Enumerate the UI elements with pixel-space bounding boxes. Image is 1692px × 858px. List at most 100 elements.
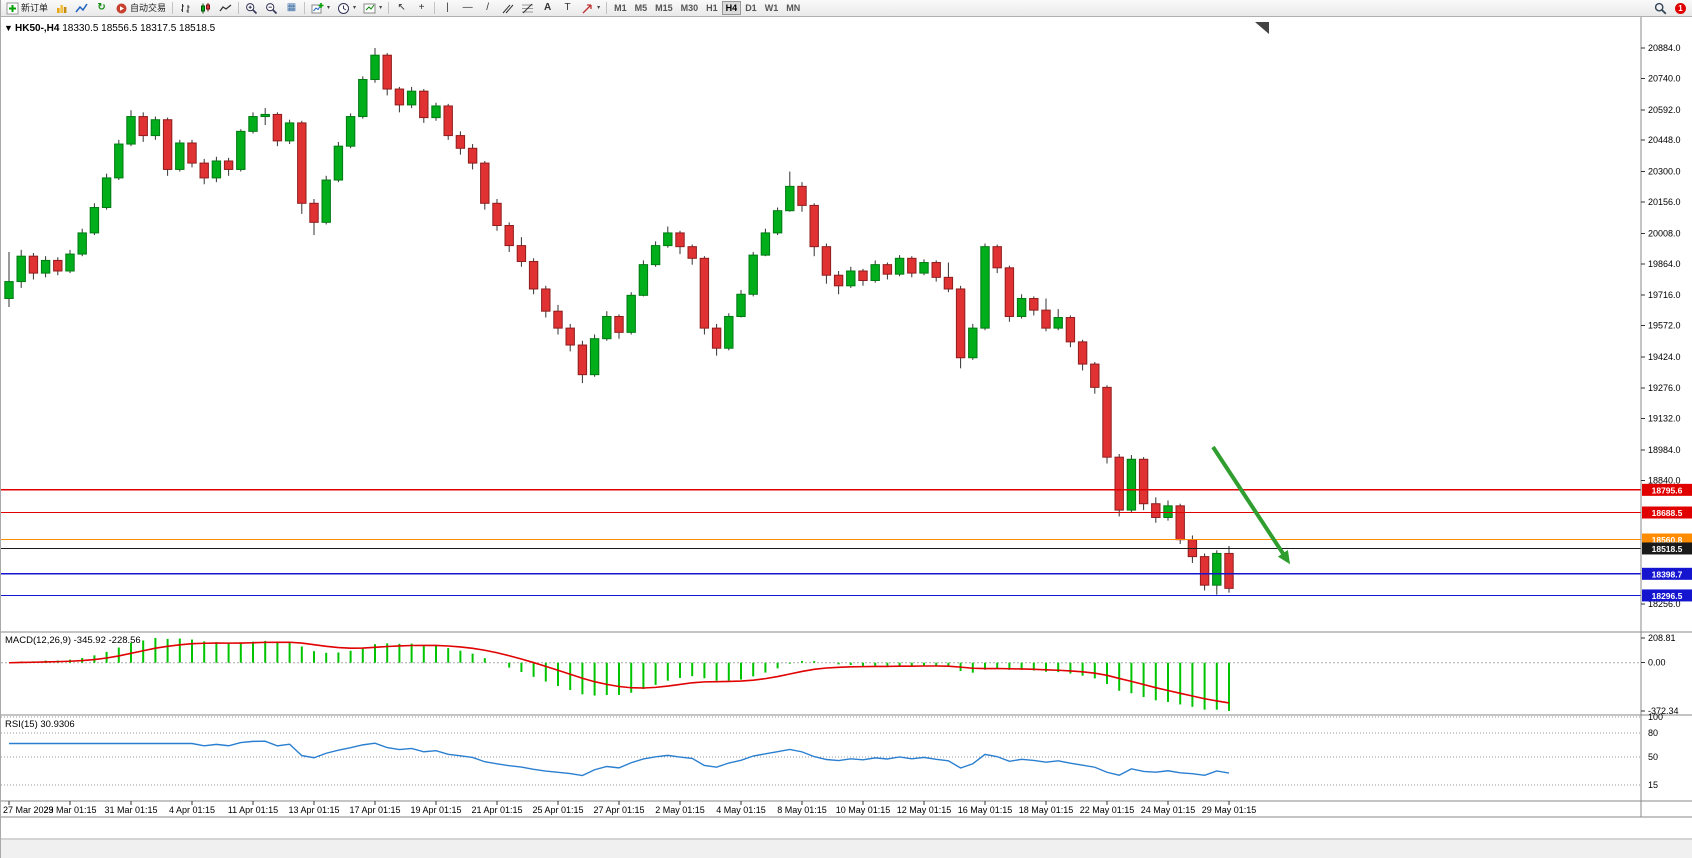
candle bbox=[1224, 552, 1234, 589]
macd-scale-label: -372.34 bbox=[1648, 706, 1679, 716]
candle bbox=[711, 327, 722, 349]
date-tick-label: 13 Apr 01:15 bbox=[288, 805, 339, 815]
timeframe-m15-button[interactable]: M15 bbox=[651, 1, 677, 15]
indicators-button[interactable]: ▾ bbox=[308, 1, 333, 15]
channel-button[interactable] bbox=[498, 1, 517, 15]
candle bbox=[114, 143, 124, 179]
horizontal-line-button[interactable]: — bbox=[458, 1, 477, 15]
price-line-label: 18795.6 bbox=[1652, 485, 1683, 495]
candle bbox=[699, 257, 710, 329]
timeframe-m5-button[interactable]: M5 bbox=[631, 1, 652, 15]
zoom-out-button[interactable] bbox=[262, 1, 281, 15]
indicators-icon bbox=[311, 2, 324, 15]
timeframe-w1-button[interactable]: W1 bbox=[761, 1, 783, 15]
price-tick-label: 19572.0 bbox=[1648, 321, 1681, 331]
candle bbox=[748, 254, 758, 295]
toolbar: 新订单 ↻ 自动交易 bbox=[1, 0, 1692, 17]
timeframe-h4-button[interactable]: H4 bbox=[721, 1, 742, 15]
candle bbox=[1041, 309, 1051, 329]
timeframe-h1-button[interactable]: H1 bbox=[702, 1, 722, 15]
template-icon bbox=[363, 2, 376, 15]
zoom-in-button[interactable] bbox=[242, 1, 261, 15]
cursor-button[interactable]: ↖ bbox=[392, 1, 411, 15]
line-chart-button[interactable] bbox=[216, 1, 235, 15]
price-tick-label: 20156.0 bbox=[1648, 197, 1681, 207]
date-tick-label: 18 May 01:15 bbox=[1019, 805, 1074, 815]
timeframe-mn-button[interactable]: MN bbox=[782, 1, 804, 15]
autotrade-icon bbox=[115, 2, 128, 15]
market-watch-button[interactable] bbox=[72, 1, 91, 15]
candle bbox=[772, 210, 783, 234]
toolbar-separator bbox=[434, 2, 436, 14]
candle bbox=[16, 255, 26, 283]
candle bbox=[492, 202, 502, 227]
price-tick-label: 20740.0 bbox=[1648, 73, 1681, 83]
price-line-label: 18688.5 bbox=[1652, 508, 1683, 518]
price-tick-label: 20300.0 bbox=[1648, 167, 1681, 177]
macd-scale-label: 0.00 bbox=[1648, 658, 1666, 668]
search-button[interactable] bbox=[1651, 1, 1670, 15]
tile-windows-button[interactable]: ▦ bbox=[282, 1, 301, 15]
fibonacci-icon bbox=[521, 2, 534, 15]
crosshair-button[interactable]: + bbox=[412, 1, 431, 15]
date-tick-label: 24 May 01:15 bbox=[1141, 805, 1196, 815]
timeframe-d1-button[interactable]: D1 bbox=[741, 1, 761, 15]
zoom-in-icon bbox=[245, 2, 258, 15]
candlestick-button[interactable] bbox=[196, 1, 215, 15]
date-tick-label: 2 May 01:15 bbox=[655, 805, 705, 815]
candle bbox=[126, 116, 136, 145]
trendline-button[interactable]: / bbox=[478, 1, 497, 15]
templates-button[interactable]: ▾ bbox=[360, 1, 385, 15]
vertical-line-button[interactable]: | bbox=[438, 1, 457, 15]
autotrade-label: 自动交易 bbox=[130, 2, 167, 13]
cursor-icon: ↖ bbox=[397, 2, 406, 13]
candle bbox=[1077, 341, 1088, 365]
candle bbox=[211, 160, 222, 179]
candle bbox=[333, 145, 344, 181]
candle bbox=[455, 135, 466, 149]
trend-arrow[interactable] bbox=[1211, 445, 1286, 557]
timeframe-m30-button[interactable]: M30 bbox=[677, 1, 703, 15]
autotrade-button[interactable]: 自动交易 bbox=[112, 1, 169, 15]
periods-button[interactable]: ▾ bbox=[334, 1, 359, 15]
fibonacci-button[interactable] bbox=[518, 1, 537, 15]
price-line-label: 18296.5 bbox=[1652, 591, 1683, 601]
date-tick-label: 21 Apr 01:15 bbox=[471, 805, 522, 815]
candle bbox=[870, 264, 880, 282]
candle bbox=[650, 245, 661, 266]
candle bbox=[297, 122, 307, 204]
rsi-level-label: 100 bbox=[1648, 712, 1663, 722]
text-label-button[interactable]: T bbox=[558, 1, 577, 15]
charts-icon bbox=[55, 2, 68, 15]
toolbar-separator bbox=[172, 2, 174, 14]
candle bbox=[248, 116, 258, 132]
candle bbox=[1175, 505, 1185, 541]
new-order-button[interactable]: 新订单 bbox=[3, 1, 51, 15]
collapse-icon[interactable]: ▼ bbox=[4, 23, 13, 33]
candle bbox=[272, 113, 283, 142]
candle bbox=[797, 185, 807, 206]
refresh-button[interactable]: ↻ bbox=[92, 1, 111, 15]
candle bbox=[77, 232, 87, 255]
candle bbox=[1065, 317, 1076, 343]
main-chart[interactable]: ▼ HK50-,H4 18330.5 18556.5 18317.5 18518.… bbox=[1, 17, 1692, 858]
candle bbox=[882, 264, 893, 275]
charts-button[interactable] bbox=[52, 1, 71, 15]
refresh-icon: ↻ bbox=[97, 2, 106, 13]
timeframe-m1-button[interactable]: M1 bbox=[610, 1, 631, 15]
candle bbox=[40, 259, 51, 274]
date-tick-label: 4 May 01:15 bbox=[716, 805, 766, 815]
candle bbox=[467, 147, 478, 164]
notification-badge[interactable]: 1 bbox=[1675, 2, 1686, 14]
text-button[interactable]: A bbox=[538, 1, 557, 15]
price-line-label: 18518.5 bbox=[1652, 544, 1683, 554]
bar-chart-button[interactable] bbox=[176, 1, 195, 15]
candle bbox=[382, 54, 392, 90]
candle bbox=[345, 116, 356, 147]
price-tick-label: 19864.0 bbox=[1648, 259, 1681, 269]
date-tick-label: 29 Mar 01:15 bbox=[43, 805, 96, 815]
rsi-level-label: 15 bbox=[1648, 780, 1658, 790]
arrows-button[interactable]: ▾ bbox=[578, 1, 603, 15]
candle bbox=[833, 274, 844, 287]
candle bbox=[4, 281, 14, 299]
